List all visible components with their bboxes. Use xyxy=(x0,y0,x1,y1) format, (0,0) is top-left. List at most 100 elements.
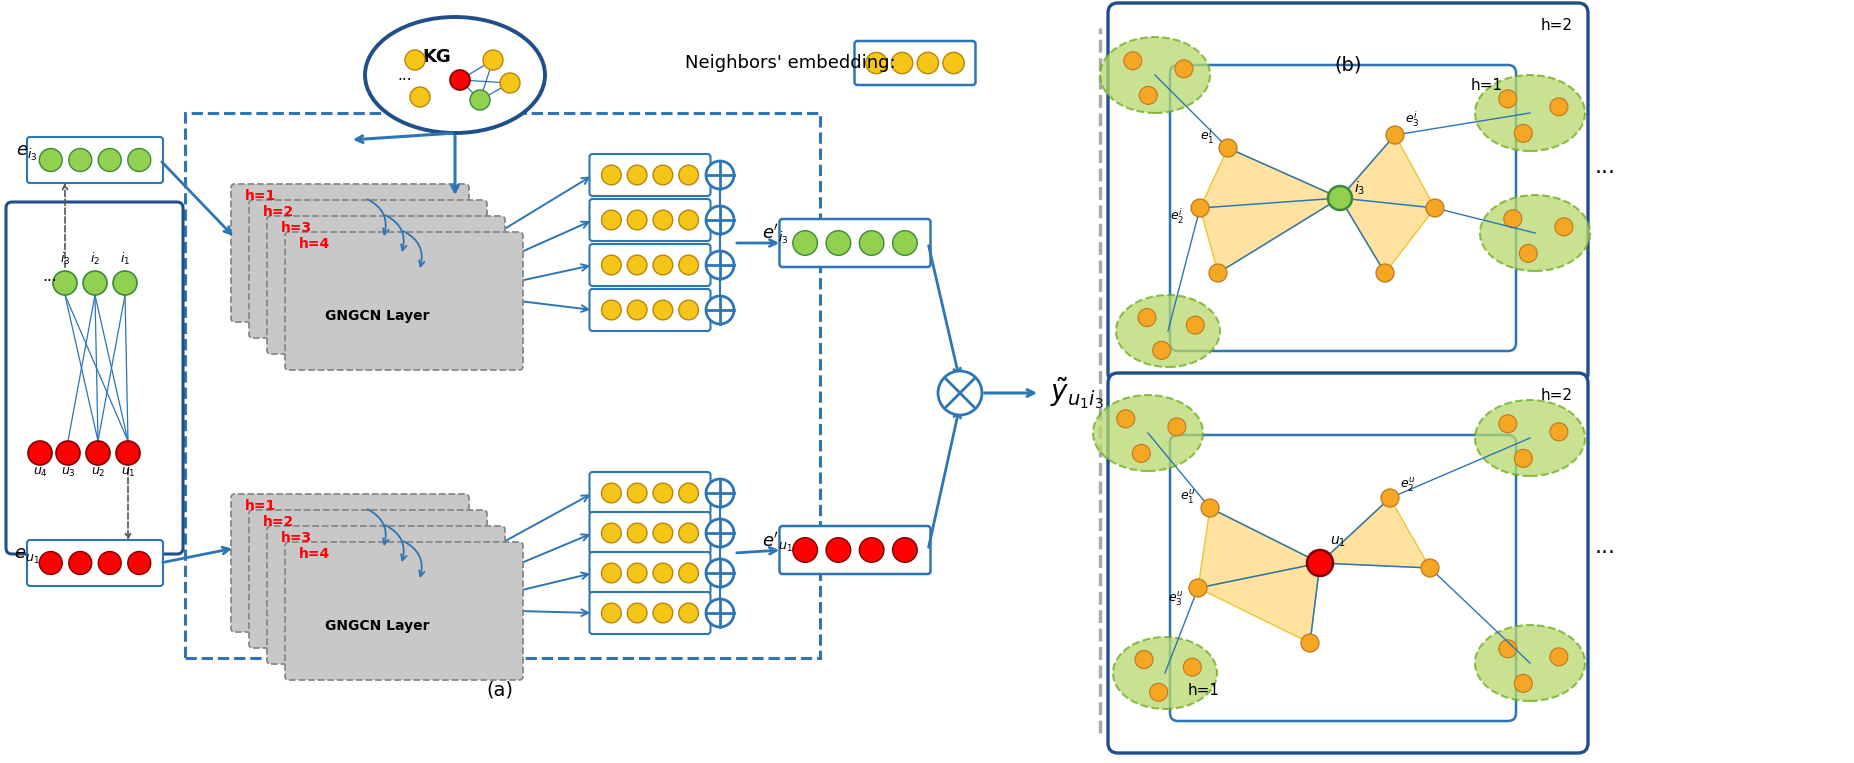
Circle shape xyxy=(627,210,647,230)
Text: (a): (a) xyxy=(486,680,514,699)
Text: $i_1$: $i_1$ xyxy=(121,251,130,267)
Circle shape xyxy=(679,255,699,275)
Circle shape xyxy=(679,523,699,542)
FancyBboxPatch shape xyxy=(28,540,163,586)
Text: ...: ... xyxy=(1594,537,1617,557)
Circle shape xyxy=(85,441,109,465)
Circle shape xyxy=(471,90,489,110)
FancyBboxPatch shape xyxy=(1109,3,1589,383)
Ellipse shape xyxy=(1112,637,1216,709)
Text: $i_3$: $i_3$ xyxy=(1353,180,1365,198)
Circle shape xyxy=(706,599,734,627)
Circle shape xyxy=(679,563,699,583)
Circle shape xyxy=(938,371,983,415)
FancyBboxPatch shape xyxy=(267,526,504,664)
Circle shape xyxy=(1515,124,1531,143)
Text: h=2: h=2 xyxy=(263,205,295,219)
Text: $e_2^u$: $e_2^u$ xyxy=(1400,476,1415,494)
Circle shape xyxy=(39,149,63,172)
Circle shape xyxy=(1175,60,1192,78)
Ellipse shape xyxy=(1479,195,1591,271)
Circle shape xyxy=(601,165,621,185)
Circle shape xyxy=(1498,90,1517,108)
Circle shape xyxy=(451,70,471,90)
Circle shape xyxy=(601,255,621,275)
Circle shape xyxy=(944,53,964,74)
Circle shape xyxy=(117,441,141,465)
Text: h=2: h=2 xyxy=(1541,18,1572,33)
Circle shape xyxy=(706,251,734,279)
Circle shape xyxy=(1550,648,1568,666)
Circle shape xyxy=(918,53,938,74)
Text: Neighbors' embedding:: Neighbors' embedding: xyxy=(684,54,895,72)
Circle shape xyxy=(679,165,699,185)
FancyBboxPatch shape xyxy=(286,542,523,680)
Circle shape xyxy=(653,563,673,583)
Ellipse shape xyxy=(1476,625,1585,701)
Circle shape xyxy=(653,165,673,185)
Circle shape xyxy=(892,538,918,562)
Circle shape xyxy=(1135,651,1153,668)
Circle shape xyxy=(627,483,647,503)
Circle shape xyxy=(679,300,699,320)
Circle shape xyxy=(39,552,63,575)
Circle shape xyxy=(1550,423,1568,441)
Text: h=1: h=1 xyxy=(1188,683,1220,698)
Circle shape xyxy=(706,559,734,587)
Circle shape xyxy=(679,483,699,503)
Circle shape xyxy=(601,563,621,583)
Polygon shape xyxy=(1340,135,1435,273)
Circle shape xyxy=(1504,210,1522,228)
Circle shape xyxy=(54,271,78,295)
FancyBboxPatch shape xyxy=(779,219,931,267)
Circle shape xyxy=(98,552,121,575)
Ellipse shape xyxy=(1099,37,1211,113)
Ellipse shape xyxy=(1094,395,1203,471)
Circle shape xyxy=(1302,634,1318,652)
Circle shape xyxy=(679,604,699,623)
Circle shape xyxy=(1124,52,1142,69)
FancyBboxPatch shape xyxy=(6,202,184,554)
Circle shape xyxy=(1426,199,1444,217)
Circle shape xyxy=(28,441,52,465)
Circle shape xyxy=(1518,244,1537,262)
Circle shape xyxy=(653,300,673,320)
Circle shape xyxy=(627,300,647,320)
Circle shape xyxy=(679,210,699,230)
Text: GNGCN Layer: GNGCN Layer xyxy=(324,619,430,633)
Circle shape xyxy=(128,149,150,172)
Circle shape xyxy=(1153,341,1170,359)
Circle shape xyxy=(410,87,430,107)
Circle shape xyxy=(1187,316,1205,334)
Circle shape xyxy=(627,255,647,275)
Circle shape xyxy=(1140,86,1157,105)
Circle shape xyxy=(794,230,818,256)
Circle shape xyxy=(1498,640,1517,658)
Text: h=2: h=2 xyxy=(1541,388,1572,403)
Circle shape xyxy=(69,552,91,575)
Circle shape xyxy=(601,483,621,503)
Circle shape xyxy=(83,271,108,295)
FancyBboxPatch shape xyxy=(1109,373,1589,753)
Circle shape xyxy=(69,149,91,172)
Text: $e_3^i$: $e_3^i$ xyxy=(1405,109,1420,128)
FancyBboxPatch shape xyxy=(590,472,710,514)
Circle shape xyxy=(601,300,621,320)
Text: $e'_{u_1}$: $e'_{u_1}$ xyxy=(762,531,794,555)
Text: $e_2^i$: $e_2^i$ xyxy=(1170,206,1185,226)
Circle shape xyxy=(706,479,734,507)
Circle shape xyxy=(866,53,886,74)
Text: $e_1^u$: $e_1^u$ xyxy=(1179,488,1196,506)
Text: KG: KG xyxy=(423,48,451,66)
Text: $u_1$: $u_1$ xyxy=(121,466,135,479)
Circle shape xyxy=(827,230,851,256)
Circle shape xyxy=(706,296,734,324)
FancyBboxPatch shape xyxy=(855,41,975,85)
Circle shape xyxy=(1116,410,1135,428)
Circle shape xyxy=(858,538,884,562)
Circle shape xyxy=(1515,449,1531,468)
Circle shape xyxy=(501,73,519,93)
Text: $e_1^i$: $e_1^i$ xyxy=(1200,126,1214,146)
Circle shape xyxy=(892,230,918,256)
Circle shape xyxy=(1209,264,1227,282)
